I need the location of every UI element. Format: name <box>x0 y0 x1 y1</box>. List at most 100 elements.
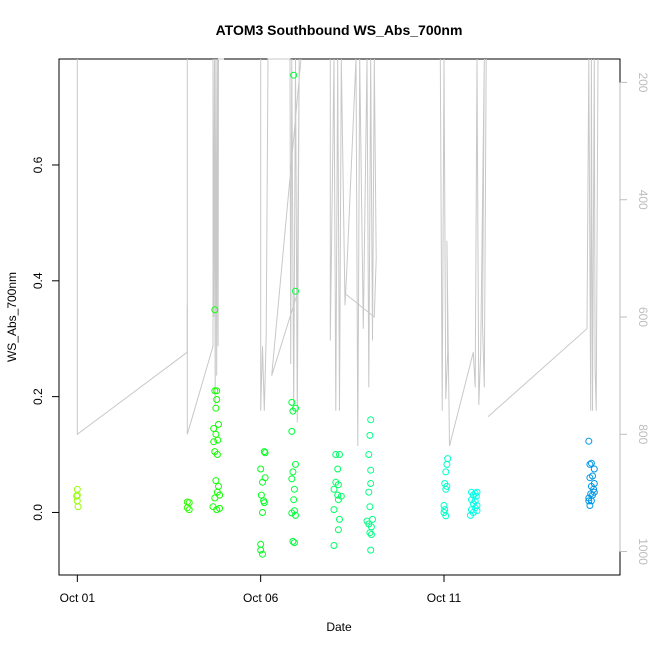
y-tick-label: 0.2 <box>31 388 45 405</box>
secondary-series-lines <box>76 58 599 447</box>
data-point <box>290 539 298 547</box>
y2-tick-label: 600 <box>636 307 650 327</box>
data-point <box>442 512 450 520</box>
data-point <box>330 485 338 493</box>
data-point <box>211 387 219 395</box>
data-point <box>290 71 298 79</box>
line-trace-5 <box>439 58 487 447</box>
data-point <box>366 529 374 537</box>
data-point <box>288 398 296 406</box>
data-point <box>213 451 221 458</box>
data-point <box>587 490 595 498</box>
data-point <box>587 497 595 505</box>
line-trace-0 <box>76 59 188 436</box>
data-point <box>366 503 374 511</box>
data-point <box>472 492 480 500</box>
data-point <box>586 502 594 509</box>
data-point <box>367 531 375 538</box>
data-point <box>292 460 299 468</box>
data-point <box>213 396 221 403</box>
data-point <box>585 497 593 505</box>
data-point <box>440 502 448 509</box>
data-point <box>367 466 375 474</box>
data-point <box>74 503 82 511</box>
y2-tick-label: 1000 <box>636 538 650 565</box>
line-trace-3 <box>329 58 348 411</box>
data-point <box>211 306 219 314</box>
data-point <box>290 485 298 493</box>
data-point <box>257 546 265 554</box>
data-point <box>365 451 373 458</box>
chart-title: ATOM3 Southbound WS_Abs_700nm <box>216 22 463 38</box>
line-trace-4 <box>344 58 377 447</box>
data-point <box>216 504 224 512</box>
x-tick-label: Oct 06 <box>243 591 279 605</box>
y2-tick-label: 400 <box>636 190 650 210</box>
data-point <box>444 455 452 463</box>
data-point <box>473 502 481 509</box>
data-point <box>212 430 220 438</box>
data-point <box>587 459 595 467</box>
y2-tick-label: 800 <box>636 424 650 444</box>
data-point <box>289 407 297 415</box>
data-point <box>261 449 269 457</box>
data-point <box>365 488 373 496</box>
data-point <box>257 491 265 499</box>
data-point <box>212 404 220 412</box>
data-point <box>289 468 297 476</box>
data-point <box>440 509 448 516</box>
line-trace-6 <box>487 58 599 418</box>
data-point <box>334 481 342 489</box>
data-point <box>330 542 338 549</box>
data-point <box>443 460 451 468</box>
data-point <box>288 509 296 517</box>
data-point <box>214 436 222 444</box>
data-point <box>334 491 342 499</box>
data-point <box>259 550 266 558</box>
data-point <box>586 460 594 468</box>
x-axis-label: Date <box>326 620 352 634</box>
data-point <box>260 499 268 507</box>
line-trace-1 <box>186 58 224 435</box>
data-point <box>586 474 594 482</box>
data-point <box>289 537 297 545</box>
scatter-points <box>73 71 598 558</box>
data-point <box>73 485 81 493</box>
data-point <box>332 451 340 458</box>
data-point <box>257 465 265 473</box>
data-point <box>468 496 475 504</box>
data-point <box>473 507 481 515</box>
y-axis: 0.0 0.2 0.4 0.6 <box>31 156 60 521</box>
x-tick-label: Oct 01 <box>60 591 96 605</box>
data-point <box>259 509 266 516</box>
data-point <box>215 420 222 428</box>
data-point <box>213 387 221 395</box>
data-point <box>215 482 222 490</box>
line-trace-2 <box>260 58 302 423</box>
secondary-y-axis: 200 400 600 800 1000 <box>619 72 650 565</box>
data-point <box>212 477 220 485</box>
data-point <box>260 448 268 456</box>
data-point <box>334 526 342 534</box>
data-point <box>466 511 474 519</box>
data-point <box>334 496 342 504</box>
data-point <box>334 465 342 473</box>
y-tick-label: 0.0 <box>31 504 45 521</box>
data-point <box>211 494 219 502</box>
data-point <box>185 506 193 514</box>
data-point <box>183 504 191 512</box>
data-point <box>367 416 375 424</box>
data-point <box>590 465 598 473</box>
data-point <box>288 427 296 435</box>
data-point <box>290 496 298 504</box>
data-point <box>73 492 81 500</box>
data-point <box>292 511 299 519</box>
data-point <box>367 546 375 554</box>
x-axis: Oct 01 Oct 06 Oct 11 <box>60 574 462 605</box>
data-point <box>259 478 266 486</box>
data-point <box>585 437 593 445</box>
x-tick-label: Oct 11 <box>427 591 462 605</box>
data-point <box>442 468 450 476</box>
data-point <box>210 425 218 432</box>
